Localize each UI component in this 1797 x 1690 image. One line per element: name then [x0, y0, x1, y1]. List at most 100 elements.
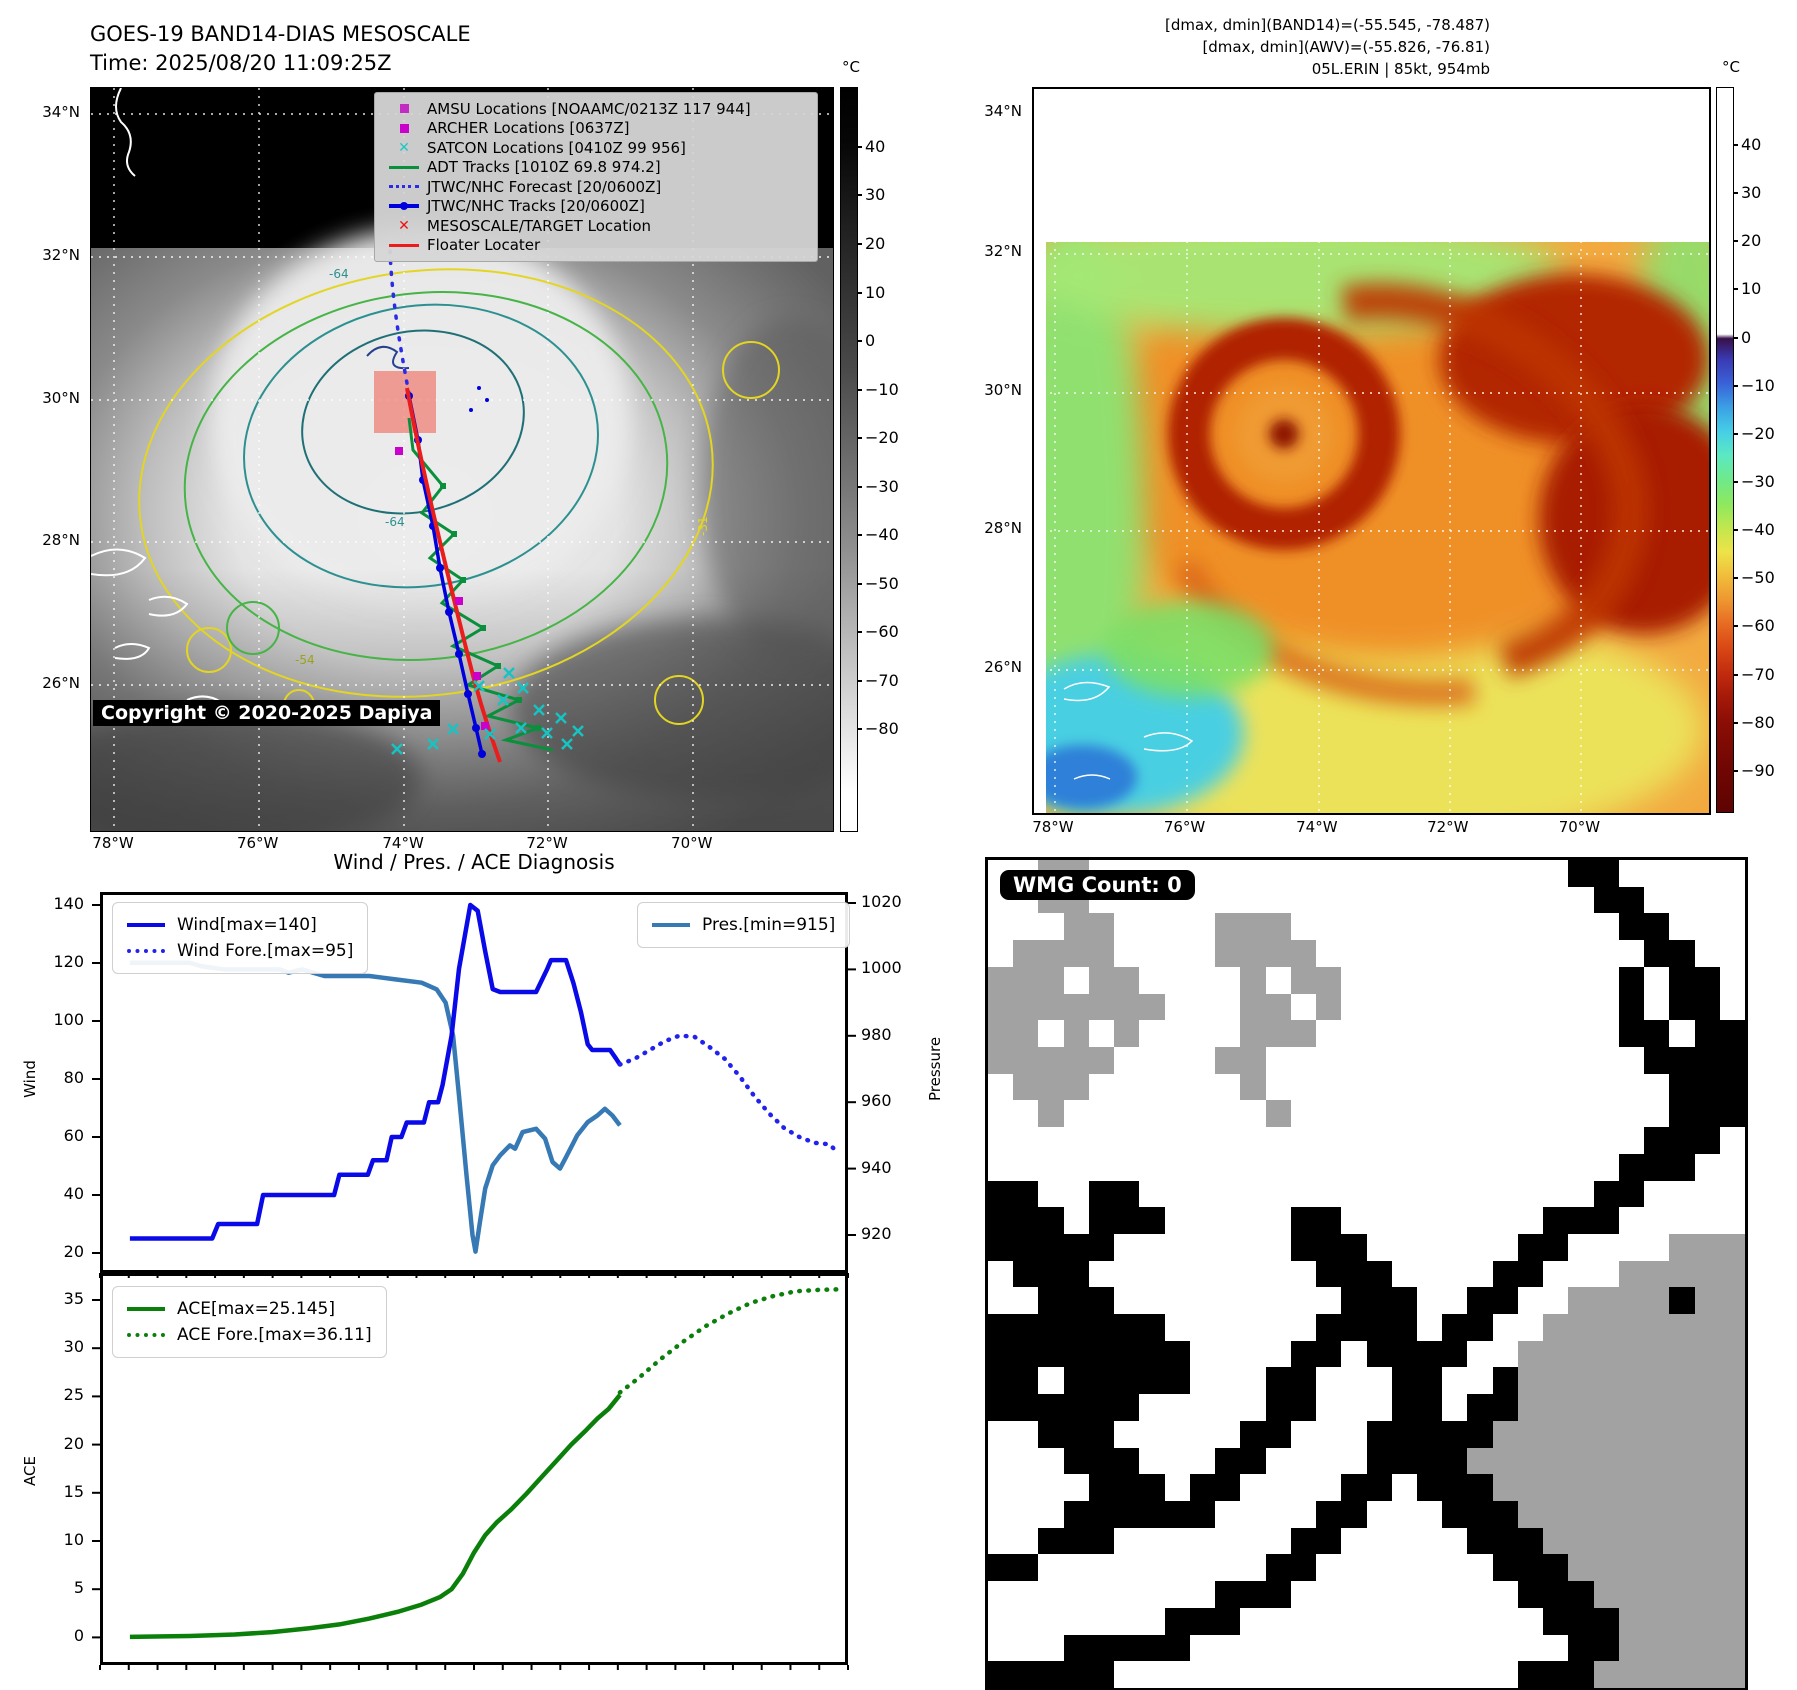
wind-ytick-label: 140 [53, 894, 84, 913]
wmg-cell [1038, 1501, 1064, 1528]
wmg-cell [1694, 1527, 1720, 1555]
wmg-cell [1644, 1554, 1670, 1582]
wmg-cell [1618, 1634, 1645, 1662]
wmg-cell [1543, 1367, 1569, 1395]
wmg-cell [1164, 1233, 1190, 1261]
wmg-cell [1416, 1527, 1443, 1555]
wmg-cell [1265, 940, 1291, 967]
wmg-cell [1593, 1554, 1619, 1582]
wmg-cell [1265, 1554, 1291, 1582]
wmg-cell [1164, 1661, 1190, 1688]
pressure-ytick-label: 940 [861, 1157, 892, 1177]
wmg-cell [1442, 1661, 1468, 1688]
wmg-cell [1568, 1581, 1594, 1608]
wmg-cell [1164, 1127, 1190, 1154]
wmg-cell [1492, 860, 1518, 887]
wmg-cell [1543, 1233, 1569, 1261]
goes-lon-tick-label: 76°W [236, 834, 279, 852]
wmg-cell [1013, 1073, 1039, 1101]
wmg-cell [1341, 1207, 1367, 1234]
dmax-dmin-band14: [dmax, dmin](BAND14)=(-55.545, -78.487) [1165, 16, 1490, 34]
wmg-cell [1038, 1100, 1064, 1128]
wmg-cell [1341, 940, 1367, 967]
wmg-cell [1366, 993, 1392, 1021]
wmg-cell [1139, 993, 1165, 1021]
wmg-cell [1366, 1607, 1392, 1635]
wmg-cell [1543, 1420, 1569, 1448]
wmg-cell [1517, 1260, 1544, 1288]
wmg-cell [1618, 1394, 1645, 1421]
wmg-cell [1164, 1607, 1190, 1635]
wmg-cell [1593, 1367, 1619, 1395]
wmg-cell [1013, 1394, 1039, 1421]
wmg-cell [1517, 1501, 1544, 1528]
wmg-cell [1341, 1260, 1367, 1288]
wmg-cell [1139, 1607, 1165, 1635]
wmg-cell [1013, 1153, 1039, 1181]
wmg-cell [1517, 940, 1544, 967]
wmg-cell [1517, 1127, 1544, 1154]
wmg-cell [1618, 1340, 1645, 1368]
wmg-cell [1719, 1607, 1745, 1635]
wmg-cell [1719, 886, 1745, 914]
pressure-axis-label: Pressure [926, 1036, 944, 1101]
wmg-cell [1114, 1100, 1140, 1128]
wmg-cell [1316, 913, 1342, 941]
wmg-cell [1013, 1127, 1039, 1154]
wmg-cell [1416, 1180, 1443, 1208]
wmg-cell [1088, 1367, 1115, 1395]
wmg-cell [1215, 1501, 1241, 1528]
wmg-cell [1215, 1127, 1241, 1154]
wmg-cell [1492, 1554, 1518, 1582]
wmg-cell [1013, 1634, 1039, 1662]
wmg-cell [1139, 1153, 1165, 1181]
wmg-cell [1240, 940, 1266, 967]
wmg-cell [1391, 1607, 1417, 1635]
wmg-cell [1240, 1447, 1266, 1475]
wmg-cell [1467, 1207, 1493, 1234]
awv-lon-tick-label: 74°W [1296, 818, 1338, 836]
wmg-cell [1644, 886, 1670, 914]
wmg-cell [1694, 993, 1720, 1021]
wmg-cell [1568, 1447, 1594, 1475]
wmg-cell [1543, 1314, 1569, 1341]
wmg-cell [1366, 1287, 1392, 1315]
wmg-cell [1442, 913, 1468, 941]
wmg-cell [1366, 1474, 1392, 1502]
wmg-cell [1341, 1367, 1367, 1395]
wmg-cell [1719, 1474, 1745, 1502]
wmg-cell [1442, 1287, 1468, 1315]
wmg-cell [1316, 1527, 1342, 1555]
wmg-cell [1366, 1554, 1392, 1582]
wmg-cell [1442, 1501, 1468, 1528]
wmg-cell [1290, 1394, 1317, 1421]
wmg-cell [1316, 1581, 1342, 1608]
ace-legend-item: ACE[max=25.145] [127, 1296, 372, 1322]
wmg-cell [1442, 993, 1468, 1021]
wmg-cell [1694, 1581, 1720, 1608]
wmg-cell [1618, 1501, 1645, 1528]
wmg-cell [1366, 1314, 1392, 1341]
wind-line-icon [127, 923, 165, 927]
wmg-cell [1240, 1046, 1266, 1074]
wmg-cell [1669, 966, 1695, 994]
wmg-cell [1038, 1634, 1064, 1662]
wmg-cell [1114, 1153, 1140, 1181]
wmg-cell [1442, 1233, 1468, 1261]
wmg-cell [1265, 1420, 1291, 1448]
wmg-cell [1114, 1501, 1140, 1528]
wmg-cell [1215, 1367, 1241, 1395]
wmg-cell [1618, 966, 1645, 994]
wmg-cell [1593, 1527, 1619, 1555]
awv-colorbar [1716, 87, 1734, 813]
wmg-cell [1316, 993, 1342, 1021]
wmg-cell [1341, 1527, 1367, 1555]
wmg-cell [1088, 913, 1115, 941]
wmg-cell [1240, 1153, 1266, 1181]
wmg-cell [1341, 1501, 1367, 1528]
wmg-cell [1719, 1207, 1745, 1234]
goes-colorbar-tick-mark [857, 145, 862, 148]
wmg-cell [1215, 1100, 1241, 1128]
wmg-cell [1442, 1367, 1468, 1395]
